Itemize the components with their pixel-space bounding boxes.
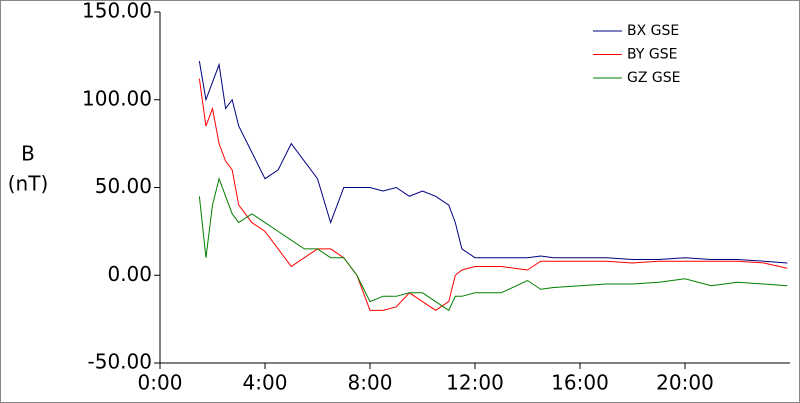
y-tick-label: 100.00 (82, 86, 152, 110)
x-tick-label: 12:00 (446, 371, 504, 395)
series-line (198, 61, 788, 264)
legend-label: BY GSE (627, 47, 677, 63)
y-label: B (21, 142, 35, 166)
y-tick-label: 150.00 (82, 0, 152, 23)
y-tick-label: -50.00 (88, 350, 152, 374)
legend-label: GZ GSE (627, 70, 680, 86)
x-tick-label: 4:00 (243, 371, 288, 395)
x-tick-label: 20:00 (656, 371, 714, 395)
x-tick-label: 8:00 (348, 371, 393, 395)
x-tick-label: 16:00 (551, 371, 609, 395)
y-tick-label: 50.00 (95, 174, 152, 198)
series-line (198, 177, 788, 312)
x-tick-label: 0:00 (138, 371, 183, 395)
y-tick-label: 0.00 (107, 262, 152, 286)
y-label: (nT) (8, 172, 49, 196)
legend-label: BX GSE (627, 23, 679, 39)
